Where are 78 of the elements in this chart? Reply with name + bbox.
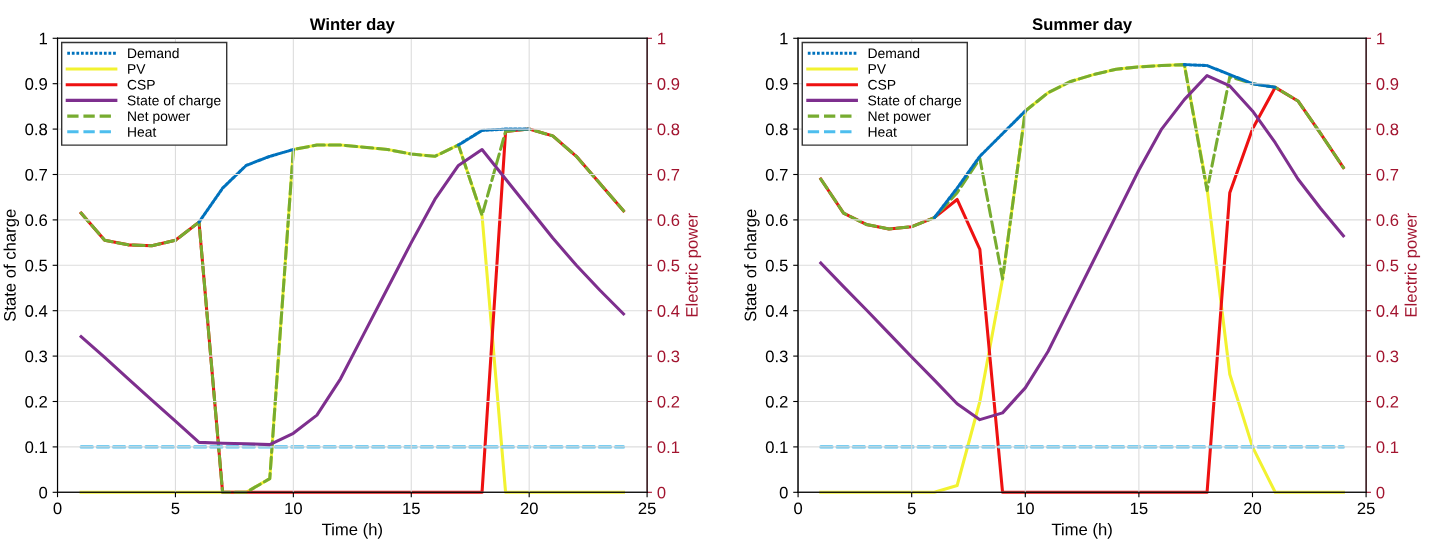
legend-label: Heat <box>868 127 897 137</box>
y2-tick-label: 0.5 <box>1376 259 1399 272</box>
legend-label: CSP <box>127 79 155 90</box>
y-tick-label: 0.8 <box>25 123 48 136</box>
y2-tick-label: 0 <box>1376 486 1385 499</box>
y-tick-label: 0.2 <box>765 395 788 408</box>
y-tick-label: 0.2 <box>25 395 47 408</box>
y-tick-label: 0.6 <box>25 214 48 227</box>
x-axis-title: Time (h) <box>1051 523 1112 539</box>
chart-title: Winter day <box>309 17 395 34</box>
line-series <box>819 63 1345 281</box>
y-axis-title: State of charge <box>3 209 20 322</box>
x-tick-label: 15 <box>403 502 420 515</box>
legend-label: Net power <box>128 111 191 124</box>
legend-label: CSP <box>868 79 896 90</box>
y-tick-label: 0.9 <box>25 78 48 90</box>
y2-tick-label: 0.7 <box>657 168 680 181</box>
y2-tick-label: 0.6 <box>1376 214 1399 227</box>
y2-tick-label: 0.8 <box>1376 123 1399 136</box>
legend-label: PV <box>868 64 886 74</box>
y-tick-label: 0.4 <box>765 305 788 317</box>
y-tick-label: 0.8 <box>765 123 788 136</box>
y2-tick-label: 1 <box>658 32 666 45</box>
y2-tick-label: 0 <box>657 486 666 499</box>
y-tick-label: 1 <box>39 32 47 45</box>
legend-label: Net power <box>868 111 931 124</box>
x-tick-label: 25 <box>638 502 656 515</box>
x-tick-label: 20 <box>1244 502 1262 515</box>
y-tick-label: 0.1 <box>25 441 47 454</box>
x-tick-label: 5 <box>171 502 180 515</box>
x-tick-label: 15 <box>1130 502 1148 515</box>
y-tick-label: 0 <box>39 486 48 499</box>
y-tick-label: 0 <box>779 486 788 499</box>
y-axis-title: State of charge <box>744 209 760 322</box>
y2-tick-label: 0.5 <box>657 259 680 272</box>
y2-tick-label: 0.2 <box>657 395 680 408</box>
y-tick-label: 0.4 <box>25 305 48 317</box>
y-tick-label: 1 <box>780 32 788 45</box>
legend-label: Heat <box>128 127 157 137</box>
x-tick-label: 0 <box>53 502 62 515</box>
legend-label: State of charge <box>868 95 962 109</box>
x-tick-label: 25 <box>1357 502 1375 515</box>
y-tick-label: 0.5 <box>25 259 48 272</box>
x-tick-label: 20 <box>520 502 538 515</box>
y2-tick-label: 0.3 <box>1376 350 1399 363</box>
y-tick-label: 0.9 <box>765 78 788 90</box>
y2-tick-label: 0.4 <box>657 305 680 317</box>
legend-label: PV <box>128 64 146 74</box>
y2-tick-label: 0.4 <box>1376 305 1399 317</box>
y-tick-label: 0.6 <box>765 214 788 227</box>
y-tick-label: 0.3 <box>765 350 788 363</box>
y2-tick-label: 0.9 <box>657 78 680 90</box>
x-tick-label: 10 <box>1017 502 1034 515</box>
y-tick-label: 0.5 <box>765 259 788 272</box>
y-tick-label: 0.7 <box>765 168 788 181</box>
y2-tick-label: 0.9 <box>1376 78 1399 90</box>
y-tick-label: 0.7 <box>25 168 47 181</box>
x-axis-title: Time (h) <box>321 523 382 539</box>
legend-label: Demand <box>128 48 179 59</box>
x-tick-label: 5 <box>907 502 916 515</box>
legend-label: Demand <box>868 48 920 59</box>
y2-tick-label: 0.2 <box>1376 395 1399 408</box>
y2-tick-label: 1 <box>1377 32 1385 45</box>
y2-tick-label: 0.1 <box>1376 441 1399 454</box>
legend-label: State of charge <box>127 95 221 109</box>
y2-tick-label: 0.7 <box>1376 168 1399 181</box>
y2-tick-label: 0.8 <box>657 123 680 136</box>
x-tick-label: 0 <box>794 502 803 515</box>
x-tick-label: 10 <box>285 502 302 515</box>
line-series <box>819 73 1345 422</box>
y2-tick-label: 0.1 <box>657 441 680 454</box>
y2-tick-label: 0.3 <box>657 350 680 363</box>
y2-tick-label: 0.6 <box>657 214 680 227</box>
y2-axis-title: Electric power <box>1404 213 1421 317</box>
y-tick-label: 0.1 <box>765 441 788 454</box>
chart-title: Summer day <box>1032 17 1133 34</box>
y-tick-label: 0.3 <box>25 350 48 363</box>
y2-axis-title: Electric power <box>685 213 702 317</box>
